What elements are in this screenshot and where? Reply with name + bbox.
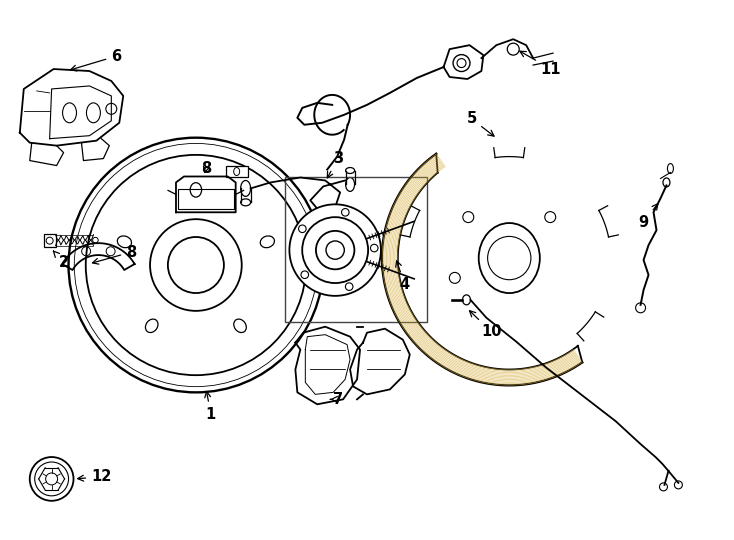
Circle shape	[346, 283, 353, 291]
Circle shape	[30, 457, 73, 501]
Circle shape	[453, 55, 470, 71]
Text: 1: 1	[205, 392, 216, 422]
Bar	[178, 190, 233, 210]
Text: 6: 6	[70, 49, 121, 71]
Circle shape	[371, 244, 378, 252]
Text: 3: 3	[327, 151, 344, 178]
Circle shape	[46, 473, 57, 485]
Circle shape	[34, 462, 68, 496]
Circle shape	[636, 303, 646, 313]
Ellipse shape	[346, 167, 355, 173]
Text: 8: 8	[92, 245, 137, 264]
Ellipse shape	[241, 199, 250, 206]
Bar	[43, 234, 56, 247]
Bar	[226, 166, 247, 178]
Circle shape	[675, 481, 683, 489]
Circle shape	[299, 225, 306, 233]
Ellipse shape	[667, 164, 673, 173]
Circle shape	[302, 217, 368, 283]
Circle shape	[301, 271, 308, 279]
Bar	[286, 178, 426, 322]
Text: 12: 12	[78, 469, 112, 484]
Text: 11: 11	[520, 51, 562, 77]
Circle shape	[92, 238, 98, 243]
Circle shape	[316, 231, 355, 269]
Text: 8: 8	[200, 161, 211, 176]
Text: 7: 7	[330, 392, 344, 407]
Ellipse shape	[346, 178, 355, 191]
Ellipse shape	[462, 295, 470, 305]
Circle shape	[341, 208, 349, 216]
Ellipse shape	[241, 180, 250, 197]
Circle shape	[289, 204, 381, 296]
Text: 4: 4	[396, 261, 410, 293]
Text: 9: 9	[639, 204, 658, 230]
Circle shape	[326, 241, 344, 259]
Circle shape	[659, 483, 667, 491]
Ellipse shape	[663, 178, 670, 187]
Text: 5: 5	[466, 111, 494, 136]
Circle shape	[507, 43, 519, 55]
Text: 10: 10	[470, 310, 501, 339]
Text: 2: 2	[54, 251, 69, 269]
